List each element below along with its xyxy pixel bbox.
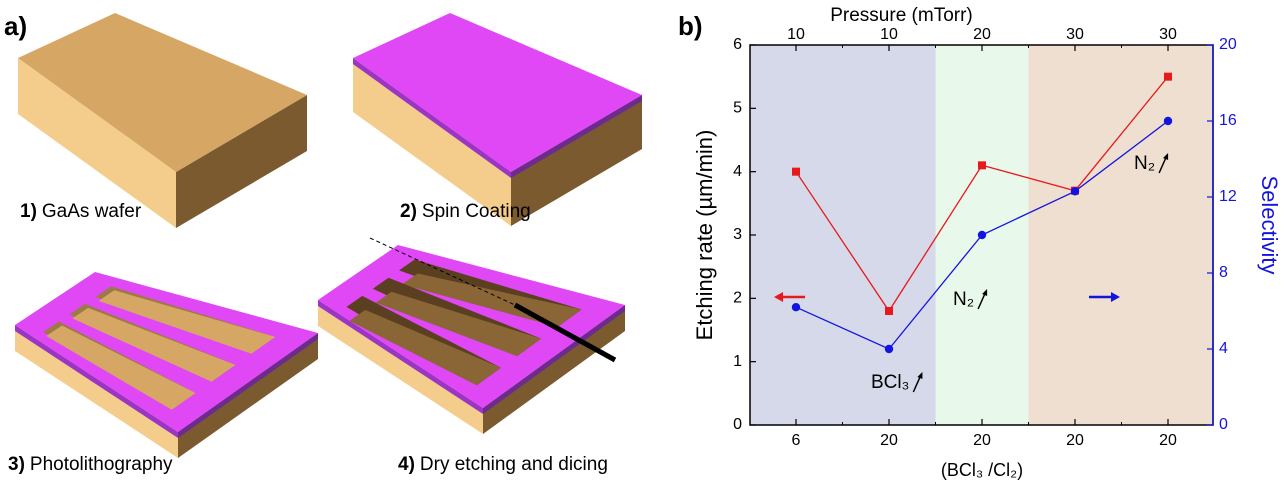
step-label: 2)Spin Coating	[400, 201, 531, 222]
panel-label: b)	[678, 11, 703, 41]
panel-a: 1)GaAs wafer 2)Spin Coating 3)Photolithogr…	[8, 13, 642, 475]
y-tick-label: 2	[733, 290, 742, 307]
top-axis-label: Pressure (mTorr)	[830, 5, 973, 26]
y-tick-label: 3	[733, 226, 742, 243]
marker-circle	[792, 303, 800, 311]
marker-circle	[1164, 117, 1172, 125]
step-label: 4)Dry etching and dicing	[398, 454, 608, 475]
y2-tick-label: 4	[1219, 340, 1228, 357]
step-text: Spin Coating	[422, 201, 531, 222]
y2-tick-label: 16	[1219, 112, 1237, 129]
marker-circle	[978, 231, 986, 239]
x-tick-label: 20	[1159, 432, 1177, 449]
annotation: BCl₃	[871, 372, 909, 393]
y-axis-label: Etching rate (µm/min)	[692, 130, 717, 341]
marker-square	[1164, 73, 1172, 81]
y-tick-label: 6	[733, 36, 742, 53]
x-tick-label: 6	[792, 432, 801, 449]
x-tick-label: 20	[880, 432, 898, 449]
marker-square	[792, 168, 800, 176]
y-tick-label: 5	[733, 100, 742, 117]
y2-tick-label: 20	[1219, 36, 1237, 53]
step-text: GaAs wafer	[42, 201, 142, 222]
step-label: 3)Photolithography	[8, 454, 173, 475]
y-tick-label: 0	[733, 416, 742, 433]
marker-circle	[885, 345, 893, 353]
top-tick-label: 10	[880, 26, 898, 43]
x-tick-label: 20	[973, 432, 991, 449]
region	[750, 45, 936, 425]
y2-tick-label: 0	[1219, 416, 1228, 433]
region	[1029, 45, 1214, 425]
step-label: 1)GaAs wafer	[20, 201, 142, 222]
annotation: N₂	[1134, 153, 1155, 174]
annotation: N₂	[953, 289, 974, 310]
y2-tick-label: 8	[1219, 264, 1228, 281]
y2-axis-label: Selectivity	[1257, 175, 1282, 274]
top-tick-label: 30	[1159, 26, 1177, 43]
top-tick-label: 10	[787, 26, 805, 43]
step-number: 4)	[398, 454, 415, 475]
step-text: Dry etching and dicing	[420, 454, 608, 475]
x-tick-label: 20	[1066, 432, 1084, 449]
y-tick-label: 1	[733, 353, 742, 370]
panel-b: 01234560481216206102010202020302030Press…	[692, 5, 1282, 480]
x-axis-label: (BCl₃ /Cl₂)	[941, 460, 1023, 480]
top-tick-label: 30	[1066, 26, 1084, 43]
figure: 1)GaAs wafer 2)Spin Coating 3)Photolithogr…	[0, 0, 1287, 486]
y2-tick-label: 12	[1219, 188, 1237, 205]
step-number: 1)	[20, 201, 37, 222]
step-number: 2)	[400, 201, 417, 222]
y-tick-label: 4	[733, 163, 742, 180]
panel-label: a)	[4, 11, 27, 41]
step-text: Photolithography	[30, 454, 173, 475]
marker-circle	[1071, 187, 1079, 195]
top-tick-label: 20	[973, 26, 991, 43]
step-number: 3)	[8, 454, 25, 475]
marker-square	[885, 307, 893, 315]
marker-square	[978, 161, 986, 169]
